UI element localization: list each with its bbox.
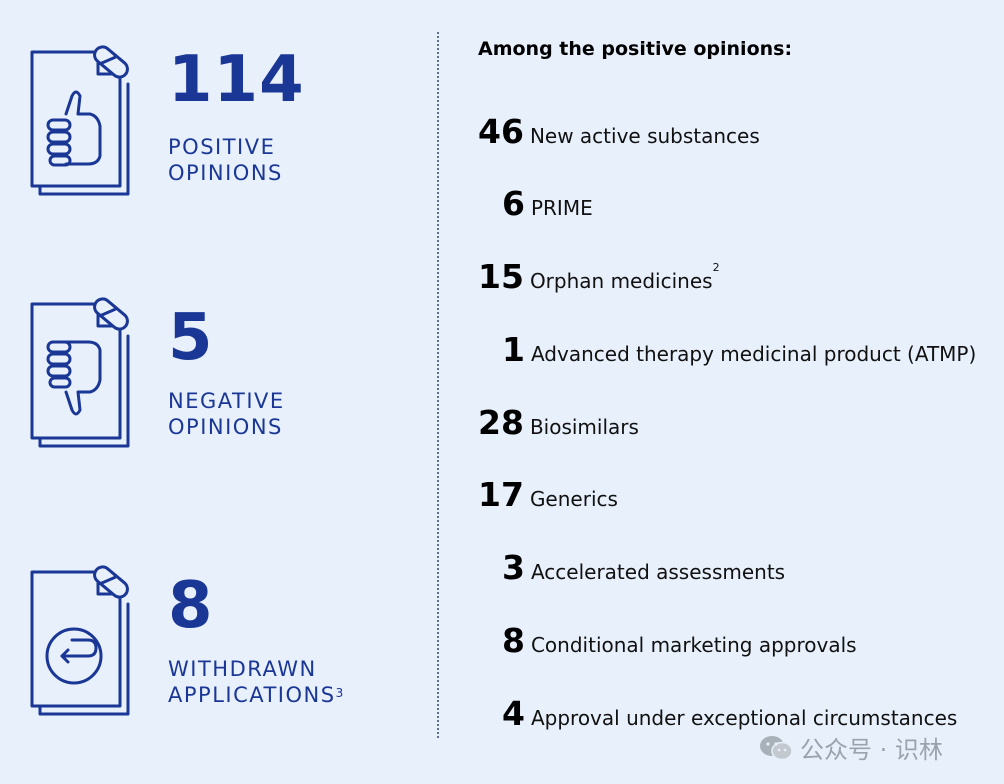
list-item: 15 Orphan medicines2 [478,257,720,296]
watermark-text: 公众号 · 识林 [800,736,943,764]
stat-label-line2: OPINIONS [168,161,283,185]
stat-withdrawn-applications: 8 WITHDRAWN APPLICATIONS3 [0,564,420,744]
item-label: Conditional marketing approvals [530,633,857,657]
item-label: Orphan medicines [529,269,713,293]
list-item: 8 Conditional marketing approvals [502,621,857,660]
list-item: 1 Advanced therapy medicinal product (ATM… [502,330,976,369]
stat-label-line1: POSITIVE [168,135,276,159]
withdrawal-document-icon [30,565,130,716]
watermark: 公众号 · 识林 [758,730,943,765]
thumbs-up-document-icon [30,45,130,196]
wechat-icon [760,735,793,760]
item-label: Biosimilars [529,415,639,439]
list-item: 46 New active substances [478,112,760,151]
item-number: 17 [478,475,524,514]
stat-label-line1: NEGATIVE [168,389,285,413]
item-number: 1 [502,330,525,369]
item-number: 6 [502,184,525,223]
item-label: Accelerated assessments [530,560,786,584]
item-label: Approval under exceptional circumstances [530,706,958,730]
stat-label: NEGATIVE OPINIONS [168,388,285,440]
footnote-marker: 3 [335,686,344,700]
item-label: New active substances [529,124,760,148]
item-number: 46 [478,112,524,151]
list-item: 17 Generics [478,475,618,514]
item-label: Generics [529,487,618,511]
list-item: 4 Approval under exceptional circumstance… [502,694,957,733]
dotted-divider [437,32,439,738]
list-item: 6 PRIME [502,184,593,223]
item-number: 3 [502,548,525,587]
list-item: 28 Biosimilars [478,403,639,442]
thumbs-down-document-icon [30,297,130,448]
stat-number: 5 [168,301,214,375]
footnote-marker: 2 [712,261,720,274]
item-number: 28 [478,403,524,442]
item-label: PRIME [530,196,593,220]
label-text: APPLICATIONS [168,683,336,707]
item-number: 4 [502,694,525,733]
list-item: 3 Accelerated assessments [502,548,785,587]
stat-label-line1: WITHDRAWN [168,657,317,681]
stat-label-line2: APPLICATIONS3 [168,682,343,708]
stat-number: 8 [168,569,214,643]
stat-negative-opinions: 5 NEGATIVE OPINIONS [0,296,420,476]
breakdown-heading: Among the positive opinions: [478,38,793,60]
item-number: 8 [502,621,525,660]
stat-label: POSITIVE OPINIONS [168,134,283,186]
stat-number: 114 [168,43,305,117]
item-number: 15 [478,257,524,296]
stat-positive-opinions: 114 POSITIVE OPINIONS [0,44,420,224]
item-label: Advanced therapy medicinal product (ATMP… [530,342,977,366]
stat-label-line2: OPINIONS [168,415,283,439]
stat-label: WITHDRAWN APPLICATIONS3 [168,656,343,708]
